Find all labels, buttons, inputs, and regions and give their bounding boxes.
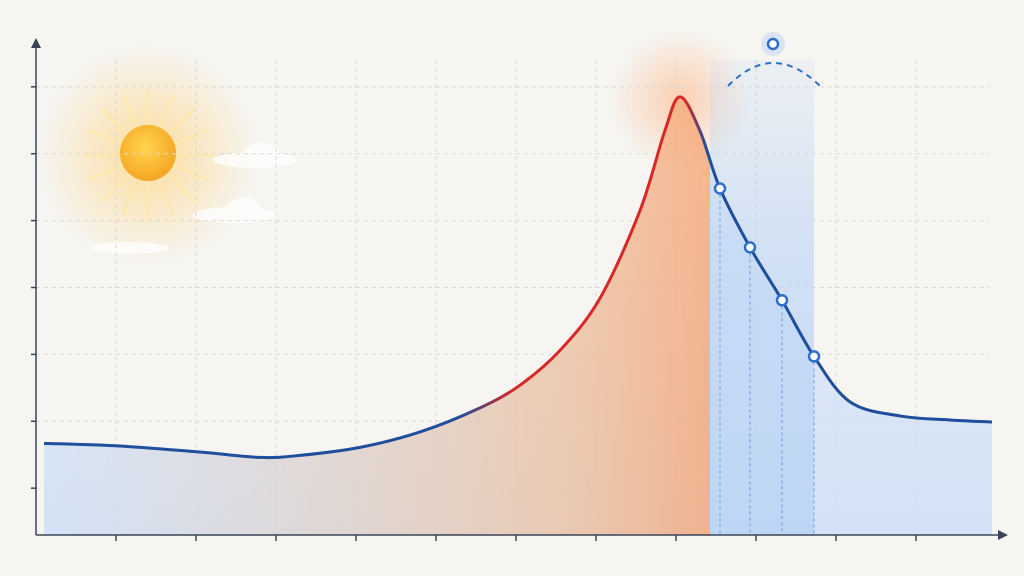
point-marker <box>713 182 727 195</box>
point-marker <box>807 350 821 363</box>
highlight-band <box>710 60 814 535</box>
plot-front <box>31 86 993 541</box>
point-marker <box>775 293 789 307</box>
axes <box>31 38 1008 540</box>
sun <box>120 125 176 181</box>
area-highlight <box>44 96 710 535</box>
point-marker <box>743 241 757 254</box>
rain-marker <box>727 32 821 87</box>
